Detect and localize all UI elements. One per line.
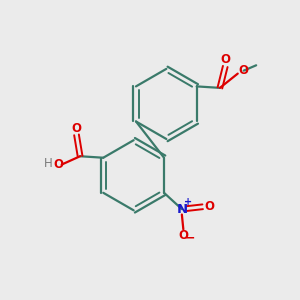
Text: O: O: [220, 53, 230, 66]
Text: +: +: [184, 197, 193, 207]
Text: N: N: [176, 202, 188, 216]
Text: H: H: [44, 158, 53, 170]
Text: O: O: [204, 200, 214, 213]
Text: O: O: [178, 230, 188, 242]
Text: −: −: [184, 232, 195, 245]
Text: O: O: [238, 64, 248, 76]
Text: O: O: [71, 122, 82, 135]
Text: O: O: [53, 158, 63, 171]
